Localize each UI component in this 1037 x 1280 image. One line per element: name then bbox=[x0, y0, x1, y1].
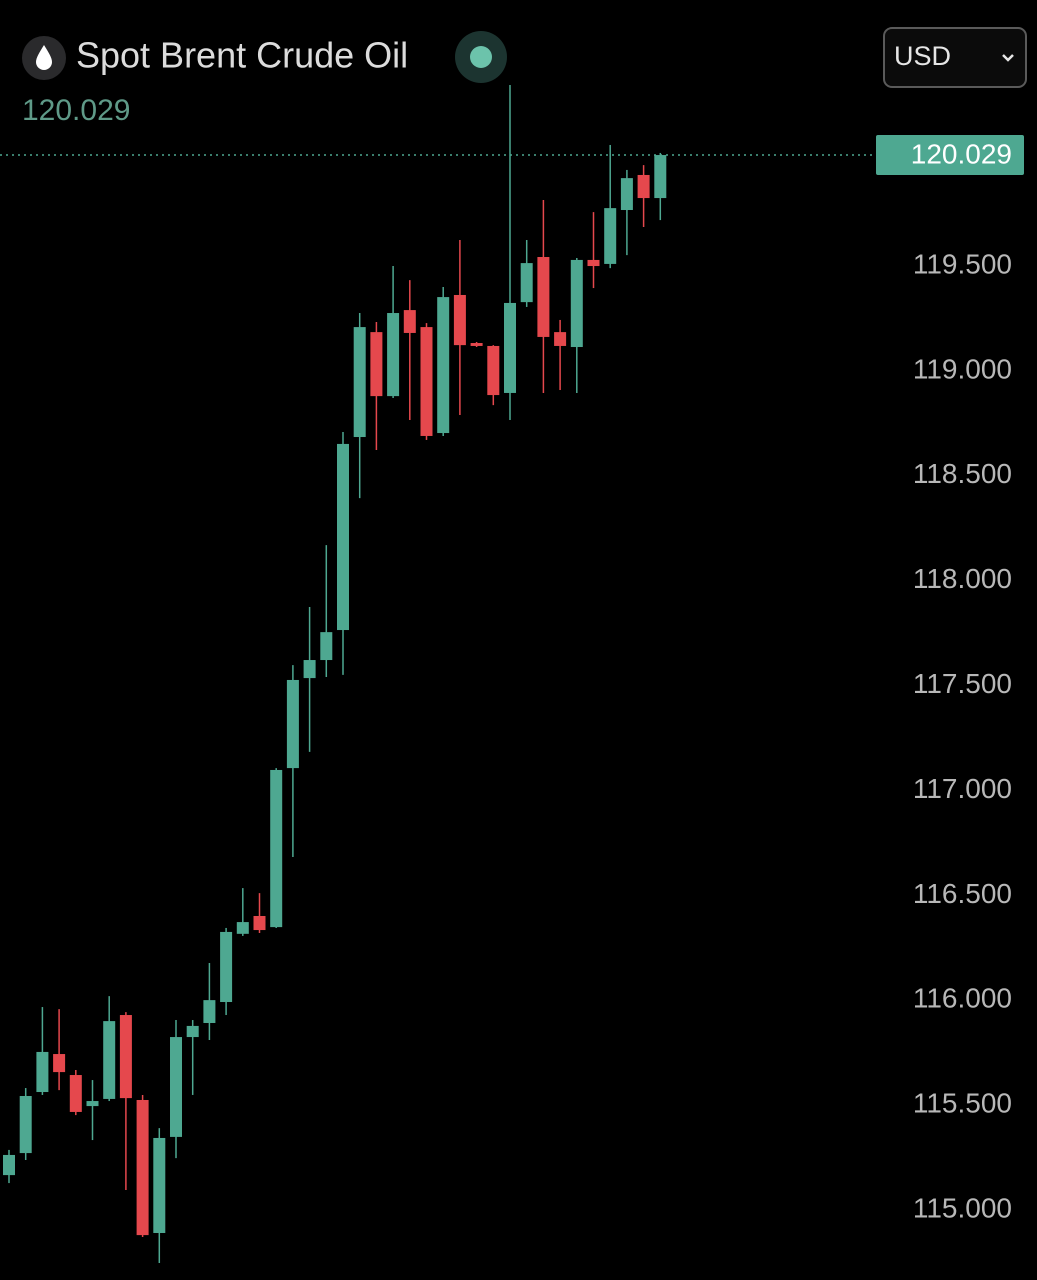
candle-body bbox=[19, 1096, 32, 1154]
candle-body bbox=[69, 1075, 82, 1112]
candle-body bbox=[570, 259, 583, 348]
candle-body bbox=[270, 769, 283, 928]
candle-body bbox=[537, 257, 550, 337]
currency-select[interactable] bbox=[883, 27, 1027, 88]
candle-body bbox=[470, 343, 483, 346]
candle-body bbox=[203, 1000, 216, 1023]
y-tick-label: 115.000 bbox=[913, 1193, 1012, 1224]
y-tick-label: 116.500 bbox=[913, 878, 1012, 909]
current-price: 120.029 bbox=[22, 94, 130, 127]
candle-body bbox=[236, 922, 249, 934]
candle-body bbox=[186, 1025, 199, 1038]
candle-body bbox=[103, 1021, 116, 1099]
live-dot bbox=[470, 46, 492, 68]
candle-body bbox=[620, 178, 633, 211]
candle-body bbox=[370, 332, 383, 397]
candle-body bbox=[554, 332, 567, 346]
plot bbox=[3, 84, 667, 1264]
candle-body bbox=[303, 660, 316, 679]
y-tick-label: 115.500 bbox=[913, 1088, 1012, 1119]
candle-body bbox=[487, 345, 500, 396]
candle-body bbox=[403, 310, 416, 333]
drop-icon bbox=[36, 45, 52, 70]
y-tick-label: 119.500 bbox=[913, 248, 1012, 279]
candle-body bbox=[654, 155, 667, 199]
candle-body bbox=[170, 1037, 182, 1137]
candle-body bbox=[520, 263, 533, 303]
last-price-label: 120.029 bbox=[911, 138, 1012, 169]
candle-body bbox=[353, 327, 366, 438]
y-tick-label: 119.000 bbox=[913, 353, 1012, 384]
candle-body bbox=[153, 1137, 166, 1234]
candle-body bbox=[119, 1015, 132, 1099]
candle-body bbox=[387, 313, 400, 397]
title: Spot Brent Crude Oil bbox=[76, 35, 408, 76]
y-tick-label: 117.000 bbox=[913, 773, 1012, 804]
dropdown-arrow bbox=[1002, 54, 1014, 62]
y-tick-label: 118.500 bbox=[913, 458, 1012, 489]
candle-body bbox=[286, 679, 299, 769]
candle-body bbox=[3, 1154, 15, 1176]
candle-body bbox=[437, 297, 450, 434]
y-tick-label: 118.000 bbox=[913, 563, 1012, 594]
candle-body bbox=[504, 302, 516, 393]
candle-body bbox=[604, 208, 617, 264]
candle-body bbox=[53, 1054, 66, 1073]
y-tick-label: 117.500 bbox=[913, 668, 1012, 699]
candle-body bbox=[587, 259, 600, 267]
currency-label: USD bbox=[894, 41, 951, 71]
candle-body bbox=[420, 327, 433, 436]
candle-body bbox=[320, 632, 333, 661]
candle-body bbox=[453, 294, 466, 346]
candle-body bbox=[136, 1099, 149, 1236]
last-price-badge bbox=[876, 135, 1024, 176]
candle-body bbox=[86, 1101, 99, 1107]
candle-body bbox=[253, 915, 266, 931]
candle-body bbox=[337, 443, 349, 631]
candle-body bbox=[637, 174, 650, 199]
candle-body bbox=[36, 1051, 49, 1093]
candle-body bbox=[220, 931, 233, 1003]
y-tick-label: 116.000 bbox=[913, 983, 1012, 1014]
